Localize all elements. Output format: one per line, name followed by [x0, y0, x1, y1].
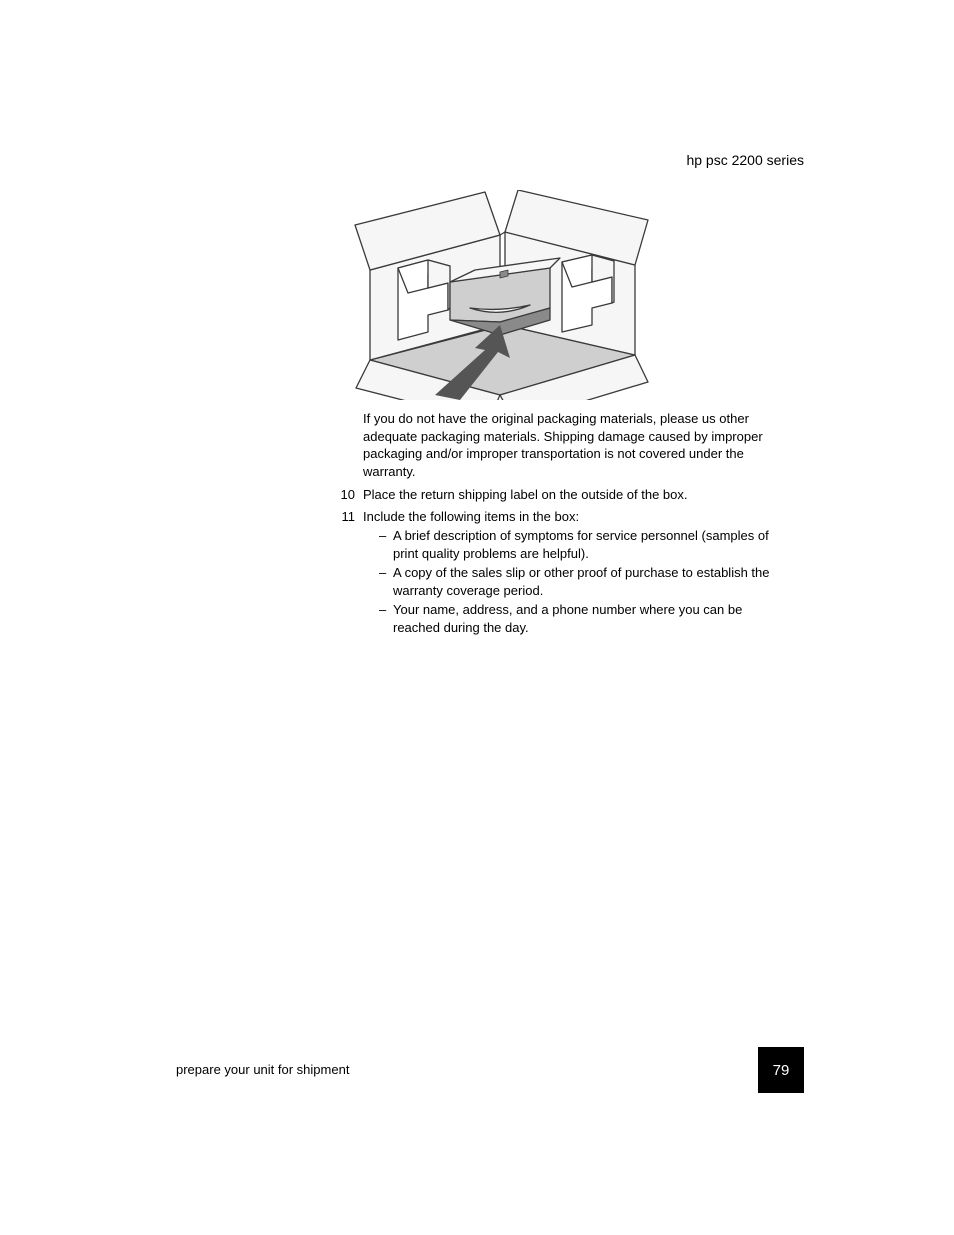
bullet-item: – A brief description of symptoms for se…: [363, 527, 770, 562]
step-text: Include the following items in the box:: [363, 509, 579, 524]
header-series: hp psc 2200 series: [686, 152, 804, 168]
packaging-figure: [350, 190, 650, 400]
page-number: 79: [773, 1062, 790, 1079]
page: hp psc 2200 series If you do not have th…: [0, 0, 954, 1235]
step-11: 11 Include the following items in the bo…: [335, 508, 770, 639]
footer-section-title: prepare your unit for shipment: [176, 1062, 349, 1077]
step-text: Place the return shipping label on the o…: [363, 486, 770, 504]
content-block: If you do not have the original packagin…: [335, 410, 770, 643]
page-number-box: 79: [758, 1047, 804, 1093]
bullet-text: A brief description of symptoms for serv…: [393, 527, 770, 562]
bullet-item: – Your name, address, and a phone number…: [363, 601, 770, 636]
bullet-text: Your name, address, and a phone number w…: [393, 601, 770, 636]
step-number: 10: [335, 486, 363, 504]
step-number: 11: [335, 508, 363, 639]
dash-icon: –: [379, 527, 393, 562]
step-10: 10 Place the return shipping label on th…: [335, 486, 770, 504]
bullet-list: – A brief description of symptoms for se…: [363, 527, 770, 636]
step-body: Include the following items in the box: …: [363, 508, 770, 639]
bullet-text: A copy of the sales slip or other proof …: [393, 564, 770, 599]
dash-icon: –: [379, 601, 393, 636]
bullet-item: – A copy of the sales slip or other proo…: [363, 564, 770, 599]
dash-icon: –: [379, 564, 393, 599]
after-figure-paragraph: If you do not have the original packagin…: [363, 410, 770, 480]
